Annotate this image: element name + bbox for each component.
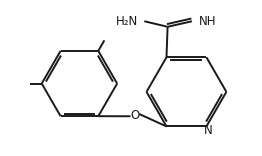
Text: O: O xyxy=(130,109,139,122)
Text: H₂N: H₂N xyxy=(115,15,138,28)
Text: NH: NH xyxy=(199,15,216,28)
Text: N: N xyxy=(204,124,213,137)
